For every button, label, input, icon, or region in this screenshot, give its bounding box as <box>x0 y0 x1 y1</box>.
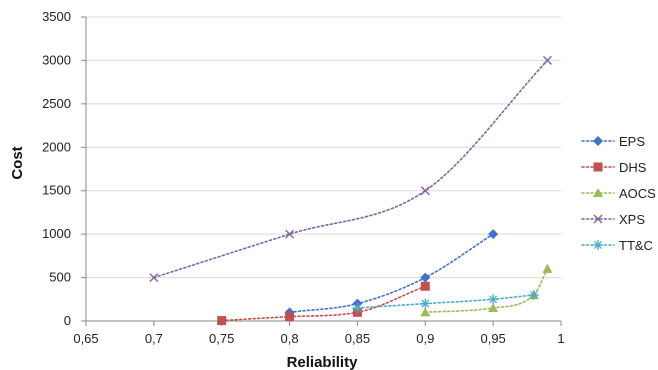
y-tick-label: 2000 <box>42 139 71 154</box>
series-layer <box>149 55 553 326</box>
series-line-tt-c <box>356 294 535 309</box>
legend: EPS DHS AOCS XPS TT&C <box>581 134 656 253</box>
legend-item-tt-c: TT&C <box>581 238 653 253</box>
x-axis-title: Reliability <box>287 354 359 370</box>
marker-stroke <box>149 273 159 283</box>
y-tick-label: 2500 <box>42 96 71 111</box>
series-dhs <box>217 281 430 326</box>
series-aocs <box>420 263 553 317</box>
y-tick-label: 1500 <box>42 183 71 198</box>
data-point-tt-c <box>352 302 363 313</box>
y-tick-label: 0 <box>64 313 71 328</box>
data-point-eps <box>488 229 499 240</box>
legend-marker-aocs <box>593 188 603 197</box>
x-tick-label: 0,9 <box>416 331 434 346</box>
x-tick-label: 0,95 <box>480 331 505 346</box>
data-point-aocs <box>420 307 431 317</box>
marker-stroke <box>593 214 603 224</box>
legend-label-aocs: AOCS <box>619 186 656 201</box>
legend-label-dhs: DHS <box>619 160 647 175</box>
legend-label-tt-c: TT&C <box>619 238 653 253</box>
y-axis-title: Cost <box>9 146 26 179</box>
data-point-dhs <box>217 316 227 326</box>
data-point-xps <box>149 273 159 283</box>
x-tick-labels: 0,65 0,7 0,75 0,8 0,85 0,9 0,95 1 <box>73 331 564 346</box>
series-line-xps <box>153 59 549 279</box>
x-tick-label: 0,7 <box>145 331 163 346</box>
data-point-xps <box>542 55 552 65</box>
legend-marker-eps <box>593 136 603 146</box>
data-point-tt-c <box>528 289 539 300</box>
data-point-eps <box>420 272 431 283</box>
data-point-aocs <box>542 263 553 273</box>
marker-stroke <box>420 186 430 196</box>
series-xps <box>149 55 552 283</box>
legend-item-xps: XPS <box>581 212 645 227</box>
legend-marker-xps <box>593 214 603 224</box>
x-tick-label: 0,75 <box>209 331 234 346</box>
x-tick-label: 0,65 <box>73 331 98 346</box>
legend-marker-dhs <box>593 162 603 172</box>
legend-label-xps: XPS <box>619 212 645 227</box>
data-point-dhs <box>420 281 430 291</box>
y-tick-labels: 0 500 1000 1500 2000 2500 3000 3500 <box>42 9 71 328</box>
marker-stroke <box>285 229 295 239</box>
data-point-tt-c <box>488 294 499 305</box>
x-tick-label: 1 <box>557 331 564 346</box>
y-tick-label: 3500 <box>42 9 71 24</box>
x-tick-label: 0,85 <box>345 331 370 346</box>
y-tick-label: 1000 <box>42 226 71 241</box>
data-point-tt-c <box>420 298 431 309</box>
y-tick-label: 500 <box>49 270 71 285</box>
x-tick-label: 0,8 <box>281 331 299 346</box>
axes <box>81 16 562 326</box>
data-point-xps <box>420 186 430 196</box>
series-line-eps <box>288 233 494 314</box>
series-line-dhs <box>220 285 427 322</box>
series-eps <box>284 229 499 318</box>
legend-item-eps: EPS <box>581 134 645 149</box>
data-point-dhs <box>285 312 295 322</box>
legend-label-eps: EPS <box>619 134 645 149</box>
marker-stroke <box>542 55 552 65</box>
y-tick-label: 3000 <box>42 52 71 67</box>
legend-marker-tt-c <box>593 240 603 250</box>
legend-item-aocs: AOCS <box>581 186 656 201</box>
series-line-aocs <box>424 268 549 314</box>
series-tt-c <box>352 289 539 313</box>
legend-item-dhs: DHS <box>581 160 647 175</box>
data-point-aocs <box>488 302 499 312</box>
gridlines <box>86 16 561 279</box>
data-point-xps <box>285 229 295 239</box>
